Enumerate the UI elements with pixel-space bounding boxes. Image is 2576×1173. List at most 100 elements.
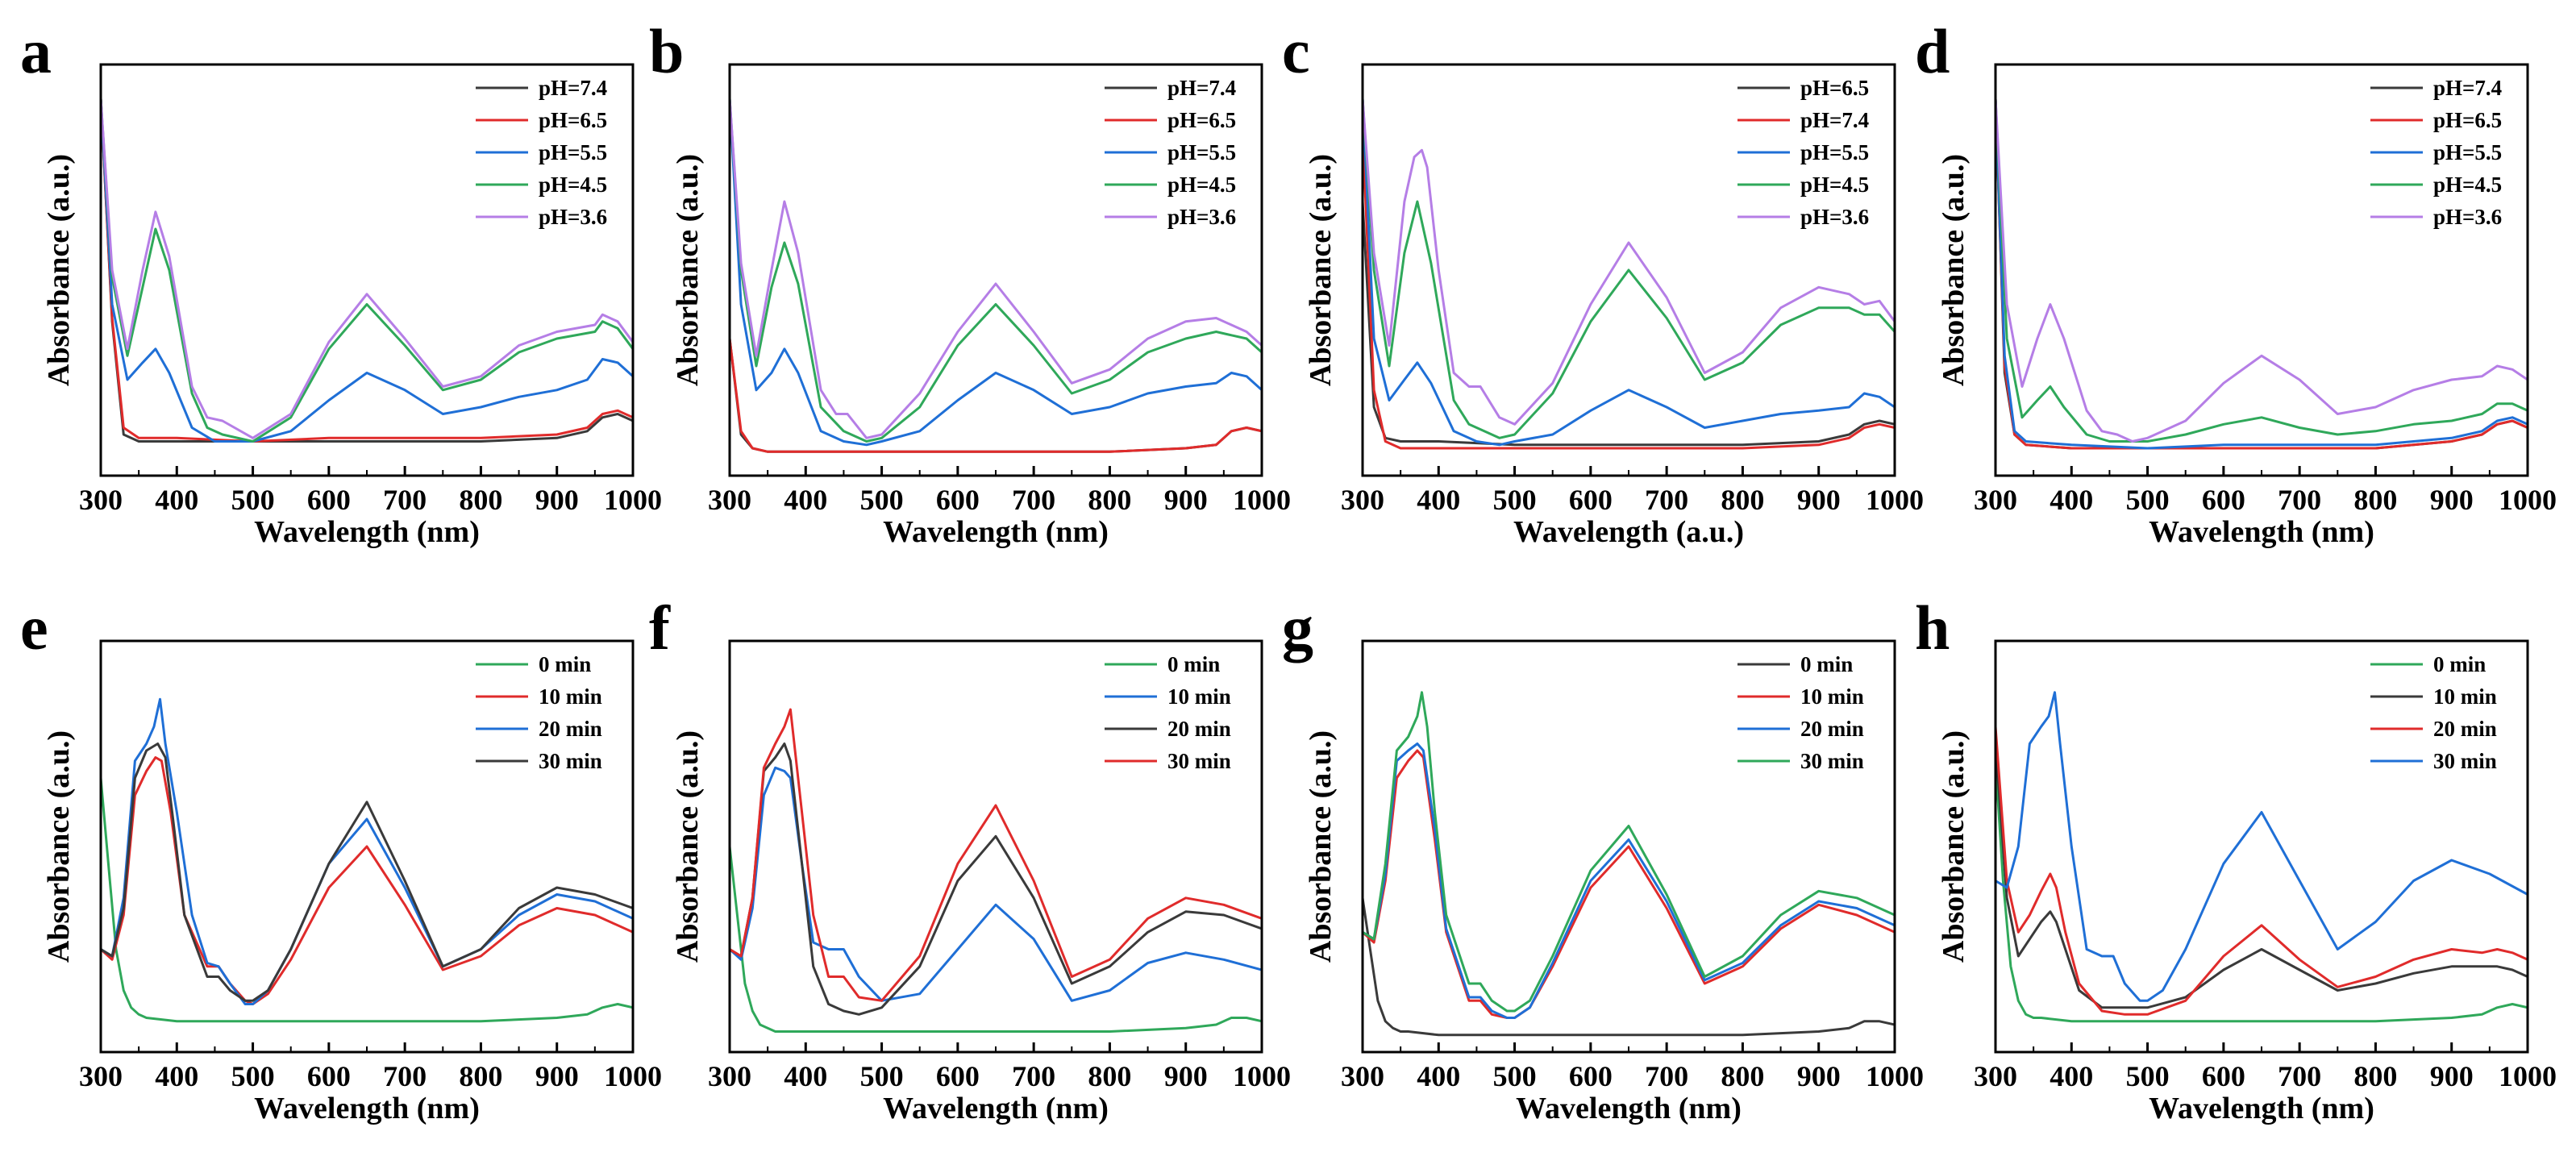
x-tick-label: 700 bbox=[1012, 484, 1055, 516]
x-tick-label: 800 bbox=[1088, 1060, 1131, 1092]
series-line-2 bbox=[730, 742, 1262, 1016]
x-tick-label: 600 bbox=[2202, 484, 2245, 516]
panel-f: f 300 400 500 600 700 800 900 1000 Wavelength (nm… bbox=[649, 593, 1291, 1125]
legend-label: 20 min bbox=[1167, 717, 1231, 741]
series-line-1 bbox=[1995, 743, 2528, 1009]
x-tick-label: 300 bbox=[1974, 1060, 2017, 1092]
legend-label: pH=3.6 bbox=[2433, 205, 2502, 229]
x-axis-label: Wavelength (nm) bbox=[1516, 1092, 1742, 1125]
legend: 0 min 10 min 20 min 30 min bbox=[1105, 652, 1231, 773]
x-tick-label: 500 bbox=[231, 1060, 275, 1092]
x-tick-label: 300 bbox=[1341, 1060, 1384, 1092]
series-lines bbox=[1363, 691, 1895, 1037]
x-tick-label: 300 bbox=[1974, 484, 2017, 516]
x-tick-label: 700 bbox=[383, 1060, 427, 1092]
legend-label: pH=6.5 bbox=[1167, 108, 1236, 132]
legend: pH=7.4 pH=6.5 pH=5.5 pH=4.5 pH=3.6 bbox=[2370, 76, 2502, 229]
x-tick-label: 700 bbox=[383, 484, 427, 516]
series-line-3 bbox=[1995, 691, 2528, 1002]
series-line-2 bbox=[1995, 726, 2528, 1016]
x-tick-label: 700 bbox=[2278, 484, 2321, 516]
x-tick-label: 600 bbox=[2202, 1060, 2245, 1092]
panel-e: e 300 400 500 600 700 800 900 1000 Wavelength (nm… bbox=[20, 593, 662, 1125]
x-tick-label: 900 bbox=[2430, 1060, 2474, 1092]
x-tick-label: 1000 bbox=[1233, 484, 1291, 516]
legend-label: pH=4.5 bbox=[539, 173, 607, 197]
legend-label: 0 min bbox=[2433, 652, 2486, 676]
series-line-0 bbox=[101, 777, 633, 1023]
series-line-2 bbox=[1995, 98, 2528, 450]
x-axis-label: Wavelength (nm) bbox=[2149, 515, 2374, 549]
x-tick-label: 600 bbox=[936, 1060, 980, 1092]
series-line-1 bbox=[730, 338, 1262, 453]
panel-letter: a bbox=[20, 16, 52, 86]
x-tick-label: 500 bbox=[231, 484, 275, 516]
series-line-3 bbox=[1995, 98, 2528, 443]
x-axis-label: Wavelength (nm) bbox=[2149, 1092, 2374, 1125]
x-tick-label: 700 bbox=[1645, 1060, 1688, 1092]
x-tick-label: 1000 bbox=[2499, 1060, 2557, 1092]
series-line-1 bbox=[101, 98, 633, 443]
x-axis-label: Wavelength (nm) bbox=[254, 1092, 480, 1125]
legend-label: pH=4.5 bbox=[2433, 173, 2502, 197]
x-tick-label: 600 bbox=[1569, 1060, 1613, 1092]
legend-label: pH=4.5 bbox=[1167, 173, 1236, 197]
x-tick-label: 300 bbox=[79, 1060, 123, 1092]
x-tick-label: 700 bbox=[1012, 1060, 1055, 1092]
series-line-2 bbox=[101, 98, 633, 443]
series-line-4 bbox=[1995, 98, 2528, 443]
legend-label: pH=6.5 bbox=[2433, 108, 2502, 132]
panel-letter: f bbox=[649, 593, 671, 663]
x-tick-label: 300 bbox=[79, 484, 123, 516]
y-axis-label: Absorbance (a.u.) bbox=[1937, 154, 1970, 386]
series-lines bbox=[1995, 691, 2528, 1023]
series-lines bbox=[730, 98, 1262, 453]
x-tick-label: 400 bbox=[1417, 1060, 1460, 1092]
x-tick-label: 500 bbox=[2126, 484, 2170, 516]
series-lines bbox=[730, 708, 1262, 1033]
series-line-2 bbox=[1363, 742, 1895, 1019]
panel-letter: b bbox=[649, 16, 684, 86]
x-tick-label: 1000 bbox=[1866, 484, 1924, 516]
x-axis-label: Wavelength (a.u.) bbox=[1513, 515, 1744, 549]
panel-letter: d bbox=[1915, 16, 1950, 86]
series-line-0 bbox=[1363, 897, 1895, 1037]
legend: pH=7.4 pH=6.5 pH=5.5 pH=4.5 pH=3.6 bbox=[476, 76, 607, 229]
x-tick-label: 800 bbox=[2353, 484, 2397, 516]
legend-label: pH=3.6 bbox=[1167, 205, 1236, 229]
x-axis-label: Wavelength (nm) bbox=[883, 1092, 1109, 1125]
series-line-3 bbox=[1363, 691, 1895, 1013]
legend-label: pH=7.4 bbox=[2433, 76, 2502, 100]
x-tick-label: 500 bbox=[860, 1060, 904, 1092]
y-axis-label: Absorbance (a.u.) bbox=[42, 730, 76, 963]
x-tick-label: 400 bbox=[155, 484, 198, 516]
legend-label: pH=5.5 bbox=[1167, 140, 1236, 164]
legend-label: 10 min bbox=[1800, 684, 1864, 709]
legend-label: pH=3.6 bbox=[1800, 205, 1869, 229]
series-line-3 bbox=[1363, 98, 1895, 439]
x-tick-label: 300 bbox=[708, 484, 751, 516]
legend-label: pH=7.4 bbox=[539, 76, 607, 100]
x-tick-label: 400 bbox=[2050, 1060, 2093, 1092]
panel-letter: g bbox=[1282, 593, 1313, 663]
x-tick-label: 600 bbox=[307, 1060, 351, 1092]
x-tick-label: 900 bbox=[2430, 484, 2474, 516]
x-axis-label: Wavelength (nm) bbox=[883, 515, 1109, 549]
y-axis-label: Absorbance (a.u.) bbox=[1937, 730, 1970, 963]
panel-b: b 300 400 500 600 700 800 900 1000 Wavelength (nm… bbox=[649, 16, 1291, 549]
legend-label: pH=7.4 bbox=[1800, 108, 1869, 132]
panel-c: c 300 400 500 600 700 800 900 1000 Wavelength (a.… bbox=[1282, 16, 1924, 549]
series-line-3 bbox=[101, 98, 633, 443]
legend-label: pH=4.5 bbox=[1800, 173, 1869, 197]
y-axis-label: Absorbance (a.u.) bbox=[42, 154, 76, 386]
y-axis-label: Absorbance (a.u.) bbox=[1304, 730, 1338, 963]
x-tick-label: 300 bbox=[1341, 484, 1384, 516]
series-lines bbox=[1363, 98, 1895, 450]
legend-label: pH=5.5 bbox=[2433, 140, 2502, 164]
panel-d: d 300 400 500 600 700 800 900 1000 Wavelength (nm… bbox=[1915, 16, 2557, 549]
x-tick-label: 900 bbox=[1797, 1060, 1841, 1092]
x-tick-label: 800 bbox=[1721, 484, 1764, 516]
x-tick-label: 1000 bbox=[1866, 1060, 1924, 1092]
panel-a: a 300 400 500 600 700 800 900 1000 Wavelength (nm… bbox=[20, 16, 662, 549]
x-tick-label: 600 bbox=[1569, 484, 1613, 516]
